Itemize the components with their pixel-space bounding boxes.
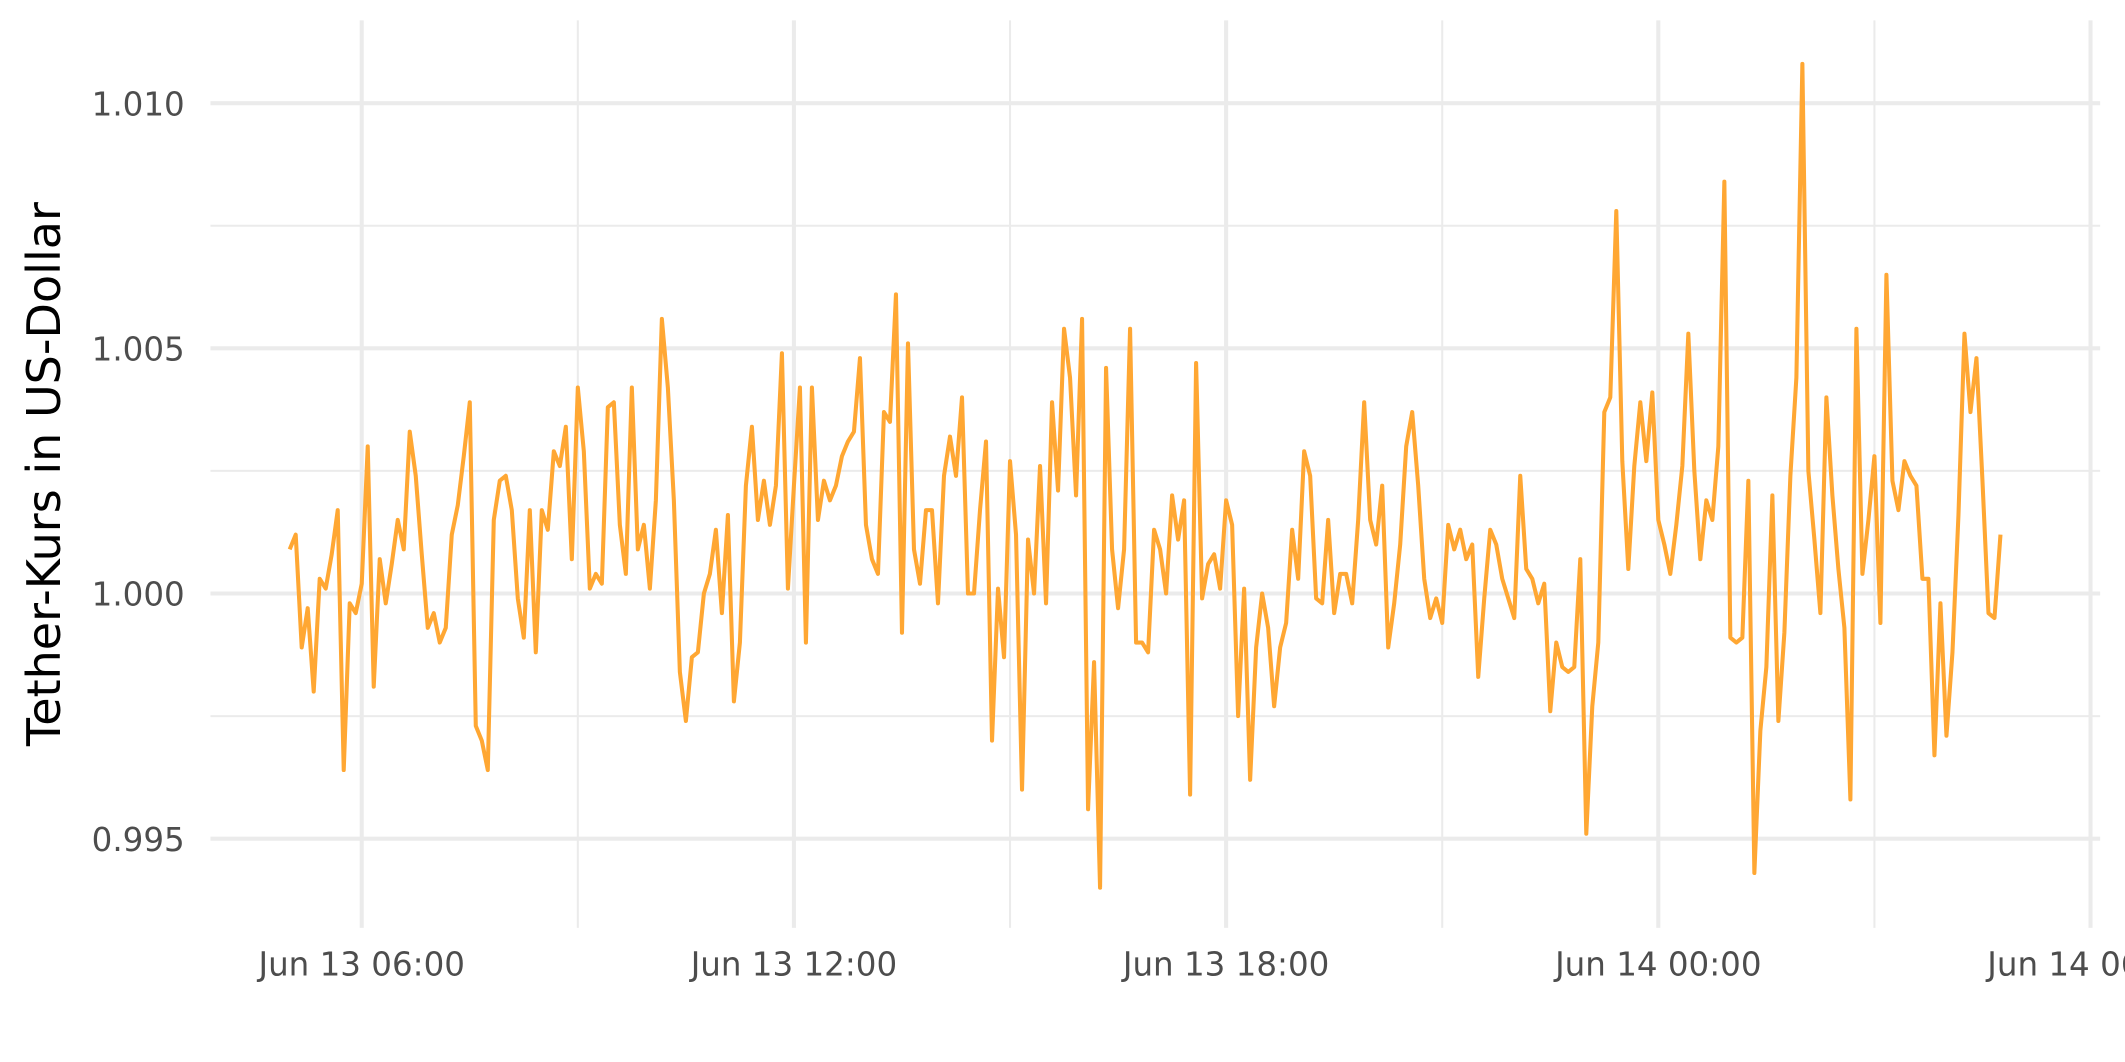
y-tick-label: 0.995: [92, 821, 185, 859]
marks: [287, 61, 2003, 890]
x-tick-label: Jun 14 06:00: [1985, 945, 2125, 983]
x-tick-label: Jun 13 12:00: [689, 945, 897, 983]
price-line: [287, 61, 2003, 890]
y-axis-title: Tether-Kurs in US-Dollar: [17, 202, 71, 747]
x-tick-label: Jun 13 18:00: [1121, 945, 1329, 983]
y-tick-label: 1.005: [92, 331, 185, 369]
x-tick-label: Jun 14 00:00: [1553, 945, 1761, 983]
y-tick-label: 1.010: [92, 85, 185, 123]
y-tick-label: 1.000: [92, 576, 185, 614]
x-tick-label: Jun 13 06:00: [256, 945, 464, 983]
grid: [210, 20, 2101, 928]
